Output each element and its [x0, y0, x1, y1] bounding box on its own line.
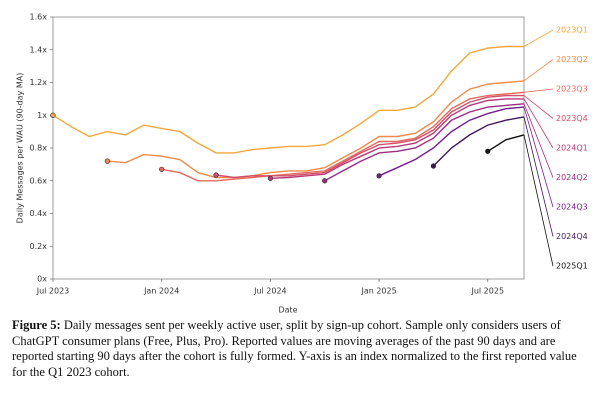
legend-label: 2023Q1	[556, 26, 588, 35]
legend-label: 2023Q3	[556, 85, 588, 94]
legend-connector	[523, 98, 554, 149]
y-tick-label: 0.8x	[30, 144, 48, 153]
series-line	[161, 91, 525, 182]
legend-label: 2024Q4	[556, 232, 588, 241]
x-tick-label: Jul 2023	[36, 287, 70, 296]
legend-label: 2023Q4	[556, 114, 588, 123]
legend-connector	[523, 116, 554, 237]
y-tick-label: 1.4x	[30, 45, 48, 54]
x-tick-label: Jan 2024	[143, 287, 179, 296]
figure-caption: Figure 5: Daily messages sent per weekly…	[12, 318, 590, 380]
legend-label: 2023Q2	[556, 55, 588, 64]
series-line	[270, 98, 524, 179]
series-line	[324, 103, 525, 182]
legend-connector	[523, 88, 554, 93]
start-point	[376, 173, 382, 179]
start-point	[159, 166, 165, 172]
legend-label: 2025Q1	[556, 262, 588, 271]
series-line	[107, 80, 525, 179]
series-line	[487, 134, 525, 152]
start-point	[104, 158, 110, 164]
start-point	[430, 163, 437, 169]
x-tick-label: Jan 2025	[360, 287, 396, 296]
y-tick-label: 0.2x	[30, 242, 48, 251]
series-line	[52, 45, 524, 154]
chart: Date Daily Messages per WAU (90-day MA) …	[16, 13, 588, 315]
legend-connector	[523, 134, 554, 267]
y-tick-label: 1.6x	[30, 13, 48, 22]
legend-label: 2024Q3	[556, 203, 588, 212]
caption-text: Daily messages sent per weekly active us…	[12, 318, 577, 379]
series-line	[432, 116, 525, 167]
start-point	[213, 172, 219, 178]
start-point	[267, 175, 273, 181]
legend-connector	[523, 59, 554, 82]
start-point	[50, 112, 56, 118]
y-tick-label: 1x	[37, 111, 47, 120]
legend-label: 2024Q1	[556, 144, 588, 153]
legend-connector	[523, 106, 554, 208]
y-tick-label: 1.2x	[30, 78, 48, 87]
legend-label: 2024Q2	[556, 173, 588, 182]
y-tick-label: 0.6x	[30, 176, 48, 185]
x-tick-label: Jul 2025	[470, 287, 504, 296]
start-point	[322, 178, 328, 184]
legend-connector	[523, 29, 554, 47]
plot-frame	[52, 16, 525, 280]
y-tick-label: 0x	[37, 275, 47, 284]
y-tick-label: 0.4x	[30, 209, 48, 218]
caption-label: Figure 5:	[12, 318, 61, 332]
x-axis-label: Date	[278, 306, 297, 315]
y-axis-label: Daily Messages per WAU (90-day MA)	[16, 73, 25, 224]
series-line	[378, 106, 525, 177]
series-line	[215, 94, 524, 179]
legend-connector	[523, 95, 554, 119]
legend-connector	[523, 103, 554, 178]
start-point	[485, 148, 491, 154]
x-tick-label: Jul 2024	[253, 287, 287, 296]
